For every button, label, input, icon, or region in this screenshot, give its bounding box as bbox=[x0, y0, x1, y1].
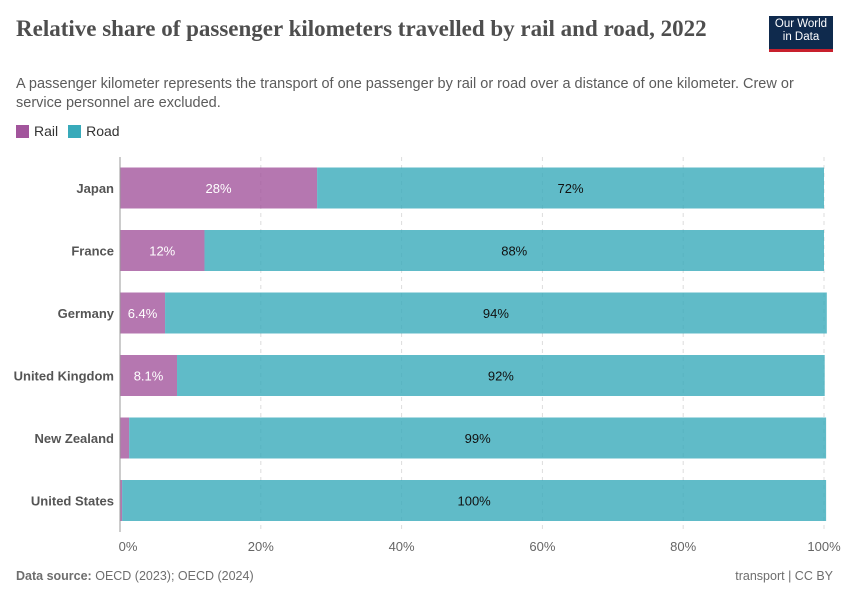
y-category-label: New Zealand bbox=[35, 431, 115, 446]
data-label: 8.1% bbox=[134, 369, 164, 384]
x-tick-label: 40% bbox=[389, 539, 415, 554]
legend-item-rail[interactable]: Rail bbox=[16, 123, 58, 139]
bar-rail[interactable] bbox=[120, 230, 205, 271]
bar-road[interactable] bbox=[122, 480, 827, 521]
road-swatch bbox=[68, 125, 82, 138]
x-tick-label: 0% bbox=[119, 539, 138, 554]
source-label: Data source: bbox=[16, 569, 92, 583]
legend-label: Road bbox=[86, 123, 120, 139]
x-tick-label: 60% bbox=[529, 539, 555, 554]
bar-road[interactable] bbox=[129, 417, 827, 459]
data-label: 6.4% bbox=[128, 306, 158, 321]
bar-rail[interactable] bbox=[120, 292, 166, 334]
data-label: 12% bbox=[149, 244, 175, 259]
chart-subtitle: A passenger kilometer represents the tra… bbox=[16, 76, 794, 111]
chart-title: Relative share of passenger kilometers t… bbox=[16, 16, 707, 41]
y-category-label: United Kingdom bbox=[14, 369, 114, 384]
source-text[interactable]: OECD (2023); OECD (2024) bbox=[95, 569, 254, 583]
license[interactable]: transport | CC BY bbox=[735, 569, 833, 583]
legend: Rail Road bbox=[16, 123, 120, 139]
bar-rail[interactable] bbox=[120, 480, 123, 521]
x-tick-label: 20% bbox=[248, 539, 274, 554]
y-category-label: Japan bbox=[76, 181, 114, 196]
bar-road[interactable] bbox=[204, 230, 825, 271]
data-source: Data source: OECD (2023); OECD (2024) bbox=[16, 569, 254, 583]
data-label: 94% bbox=[483, 306, 509, 321]
owid-logo[interactable]: Our World in Data bbox=[769, 16, 833, 52]
bar-road[interactable] bbox=[165, 292, 827, 334]
y-category-label: United States bbox=[31, 494, 114, 509]
bar-road[interactable] bbox=[317, 167, 824, 209]
x-tick-label: 100% bbox=[807, 539, 841, 554]
x-tick-label: 80% bbox=[670, 539, 696, 554]
legend-item-road[interactable]: Road bbox=[68, 123, 120, 139]
data-label: 99% bbox=[465, 431, 491, 446]
bar-rail[interactable] bbox=[120, 167, 318, 209]
y-category-label: France bbox=[71, 244, 114, 259]
data-label: 92% bbox=[488, 369, 514, 384]
bar-rail[interactable] bbox=[120, 417, 130, 459]
legend-label: Rail bbox=[34, 123, 59, 139]
bar-rail[interactable] bbox=[120, 355, 178, 396]
data-label: 72% bbox=[558, 181, 584, 196]
data-label: 28% bbox=[206, 181, 232, 196]
data-label: 88% bbox=[501, 244, 527, 259]
data-label: 100% bbox=[457, 494, 491, 509]
y-category-label: Germany bbox=[58, 306, 115, 321]
bar-road[interactable] bbox=[177, 355, 825, 396]
rail-swatch bbox=[16, 125, 29, 138]
